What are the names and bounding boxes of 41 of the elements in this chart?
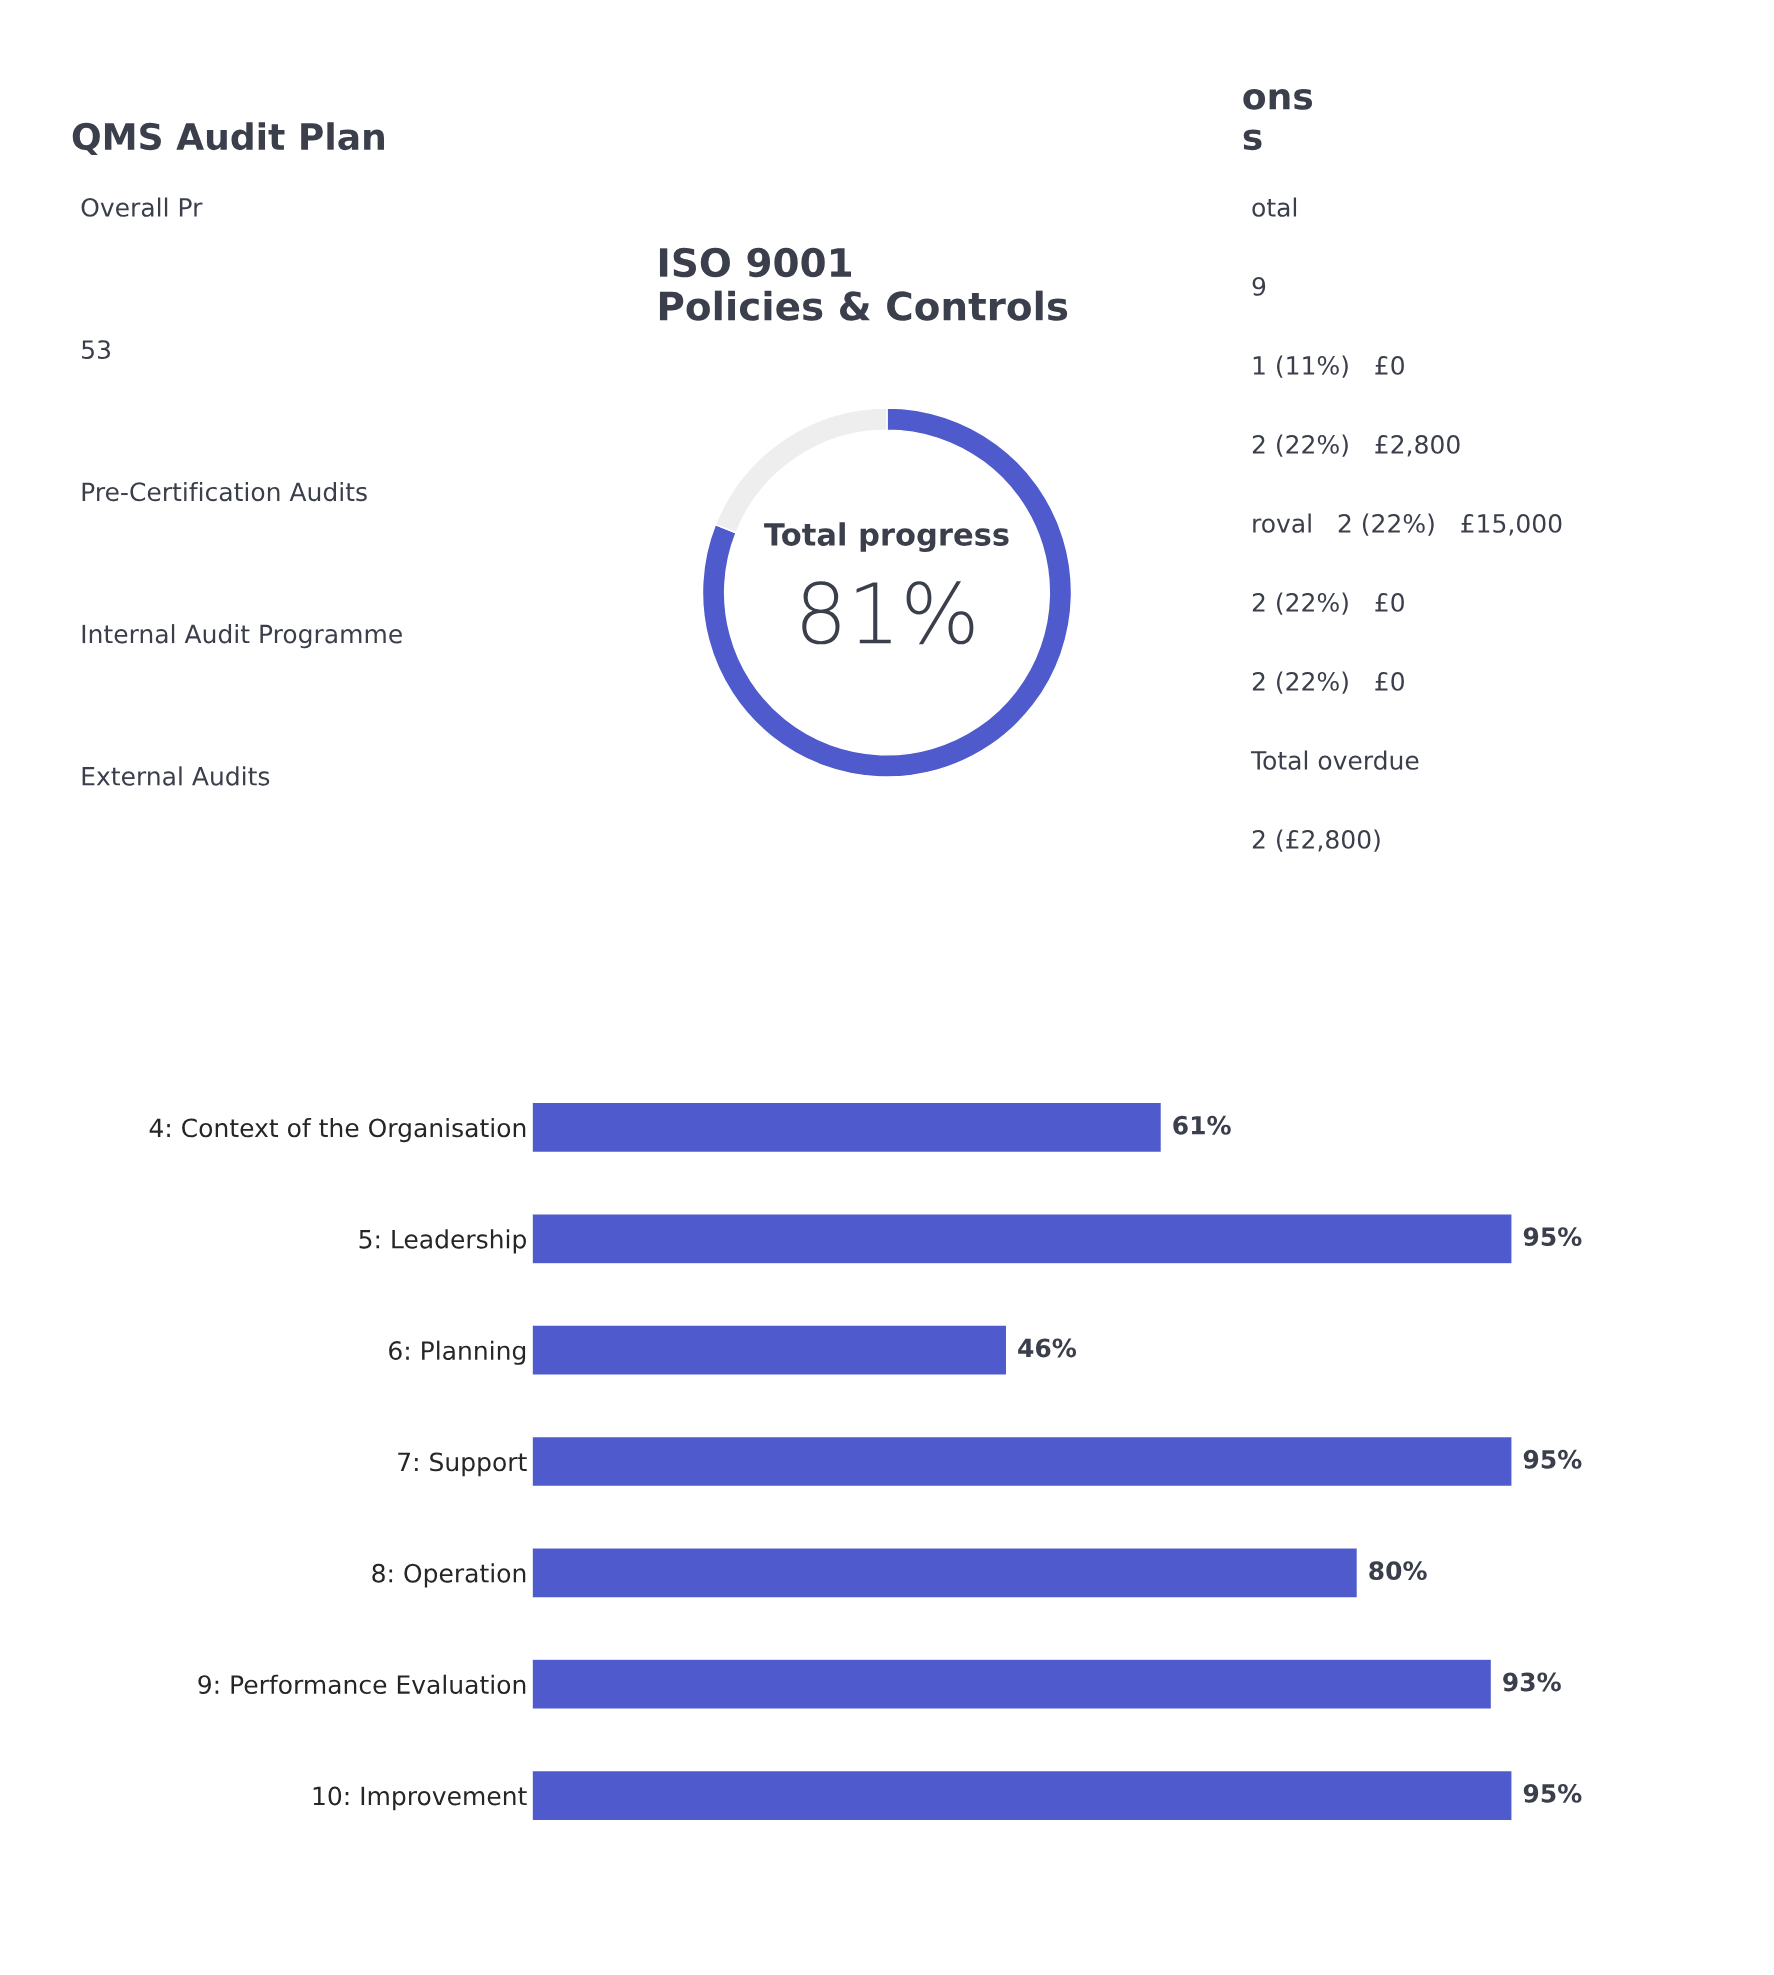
donut-slice (701, 407, 1073, 778)
bar (532, 1435, 1513, 1488)
text: 1 (11%) £0 (1253, 355, 1404, 378)
text: 53 (82, 340, 110, 360)
text: 2 (£2,800) (1252, 829, 1380, 852)
data-label: 95% (1523, 1449, 1582, 1469)
text: 2 (22%) £0 (1252, 671, 1404, 694)
chart-title: ISO 9001 Policies & Controls (659, 247, 1068, 321)
y-tick-label: 9: Performance Evaluation (198, 1674, 526, 1695)
y-tick-label: 10: Improvement (313, 1786, 527, 1811)
bar (532, 1324, 1008, 1376)
bar (532, 1547, 1359, 1599)
y-tick-label: 4: Context of the Organisation (149, 1117, 526, 1143)
y-tick-label: 7: Support (398, 1452, 527, 1477)
text: Pre-Certification Audits (82, 481, 367, 502)
data-label: 61% (1173, 1115, 1231, 1135)
text: otal (1252, 197, 1297, 217)
y-tick-label: 6: Planning (389, 1340, 526, 1365)
text: Internal Audit Programme (82, 624, 402, 649)
text: 2 (22%) £0 (1252, 592, 1404, 615)
y-tick-label: 8: Operation (372, 1563, 526, 1588)
text: Total overdue (1250, 750, 1419, 770)
text: External Audits (82, 766, 270, 786)
data-label: 46% (1018, 1338, 1077, 1358)
bar (532, 1101, 1163, 1154)
bar (532, 1769, 1513, 1822)
text: roval 2 (22%) £15,000 (1253, 513, 1562, 536)
data-label: 93% (1503, 1672, 1561, 1692)
text: Overall Pr (81, 197, 203, 217)
bar (532, 1213, 1513, 1265)
text: 81% (802, 581, 974, 645)
y-tick-label: 5: Leadership (359, 1229, 526, 1254)
text: Total progress (764, 522, 1009, 553)
text: 2 (22%) £2,800 (1252, 434, 1460, 457)
data-label: 95% (1523, 1227, 1582, 1247)
text: ons s (1243, 89, 1313, 151)
text: 9 (1252, 276, 1266, 296)
bar (532, 1658, 1493, 1710)
data-label: 80% (1369, 1561, 1427, 1581)
text: QMS Audit Plan (72, 122, 384, 155)
data-label: 95% (1523, 1783, 1582, 1803)
